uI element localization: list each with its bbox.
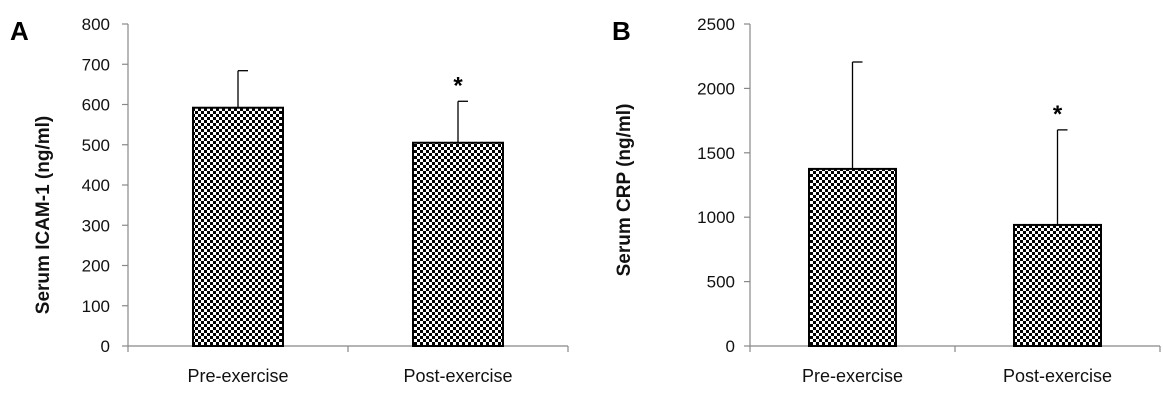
bar [808, 167, 897, 347]
y-tick-label: 700 [82, 55, 110, 74]
panel-label: A [10, 16, 29, 46]
significance-marker: * [1053, 101, 1063, 128]
x-category-label: Post-exercise [403, 366, 512, 386]
x-category-label: Post-exercise [1003, 366, 1112, 386]
chart-panel-a: A Serum ICAM-1 (ng/ml) 0 100 200 300 400 500 6… [10, 15, 569, 386]
y-tick-label: 500 [707, 273, 735, 292]
significance-marker: * [453, 72, 463, 99]
chart-panel-b: B Serum CRP (ng/ml) 0 500 1000 1500 2000 2500… [612, 15, 1161, 386]
y-tick-label: 2000 [697, 79, 735, 98]
bar [412, 141, 504, 347]
y-tick-label: 600 [82, 96, 110, 115]
y-tick-label: 100 [82, 297, 110, 316]
x-category-label: Pre-exercise [802, 366, 903, 386]
y-tick-label: 1500 [697, 144, 735, 163]
panel-label: B [612, 16, 631, 46]
y-tick-label: 1000 [697, 208, 735, 227]
y-tick-label: 400 [82, 176, 110, 195]
y-tick-label: 0 [726, 337, 735, 356]
y-tick-label: 2500 [697, 15, 735, 34]
bar [1013, 223, 1102, 347]
y-tick-label: 0 [101, 337, 110, 356]
x-category-label: Pre-exercise [187, 366, 288, 386]
y-tick-label: 200 [82, 257, 110, 276]
y-tick-label: 300 [82, 216, 110, 235]
bar [192, 106, 284, 347]
y-tick-label: 500 [82, 136, 110, 155]
y-tick-label: 800 [82, 15, 110, 34]
y-axis-label: Serum ICAM-1 (ng/ml) [33, 116, 54, 314]
y-axis-label: Serum CRP (ng/ml) [614, 104, 635, 277]
